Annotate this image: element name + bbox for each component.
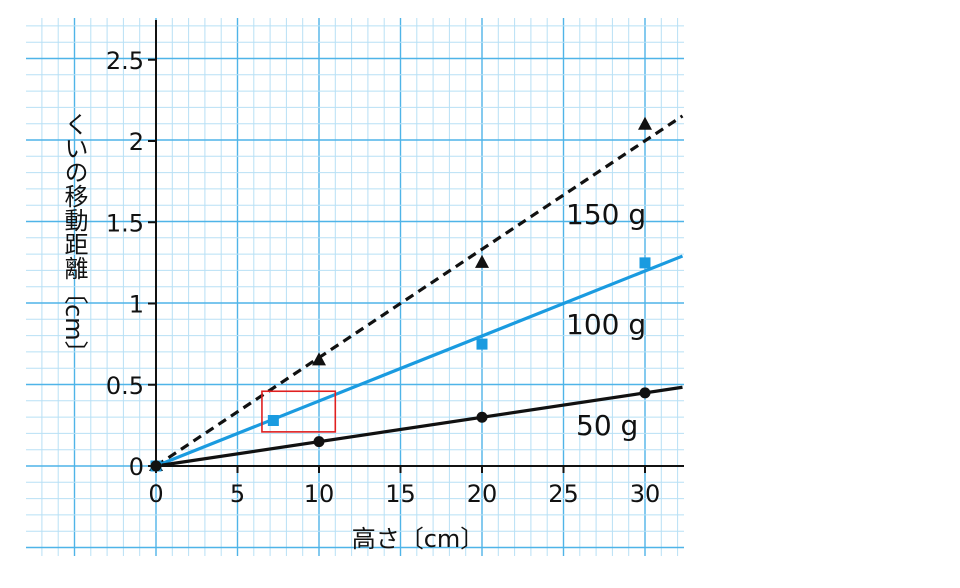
data-point-circle [313, 436, 325, 448]
x-tick-label: 20 [467, 480, 498, 508]
y-tick-label: 2.5 [106, 47, 144, 75]
series-labels: 150 g 100 g 50 g [566, 198, 646, 442]
data-point-circle [150, 460, 162, 472]
x-tick-label: 0 [148, 480, 163, 508]
x-tick-label: 25 [548, 480, 579, 508]
data-point-square [639, 257, 651, 269]
tick-labels: 0 5 10 15 20 25 30 0 0.5 1 1.5 2 2.5 [106, 47, 660, 508]
y-tick-label: 2 [129, 128, 144, 156]
series-label: 150 g [566, 198, 646, 231]
y-tick-label: 0 [129, 453, 144, 481]
data-point-square [267, 415, 279, 426]
data-point-triangle [475, 254, 489, 268]
axes [150, 20, 684, 472]
series-label: 100 g [566, 308, 646, 341]
data-point-square [476, 338, 488, 350]
grid [26, 18, 684, 556]
x-tick-label: 5 [230, 480, 245, 508]
data-point-triangle [638, 116, 652, 130]
series-lines [155, 114, 684, 468]
series-line [155, 254, 684, 468]
x-axis-label: 高さ〔cm〕 [352, 525, 485, 553]
series-markers [149, 116, 652, 472]
series-label: 50 g [576, 409, 638, 442]
y-tick-label: 1.5 [106, 209, 144, 237]
x-tick-label: 10 [304, 480, 335, 508]
highlight-box [261, 390, 337, 433]
y-tick-label: 1 [129, 291, 144, 319]
data-point-triangle [312, 352, 326, 366]
series-line [155, 114, 684, 468]
x-tick-label: 15 [385, 480, 416, 508]
x-tick-label: 30 [630, 480, 661, 508]
data-point-circle [639, 387, 651, 399]
data-point-circle [476, 411, 488, 423]
series-line [155, 385, 683, 468]
y-tick-label: 0.5 [106, 372, 144, 400]
y-axis-label: くいの移動距離〔cm〕 [60, 112, 88, 365]
